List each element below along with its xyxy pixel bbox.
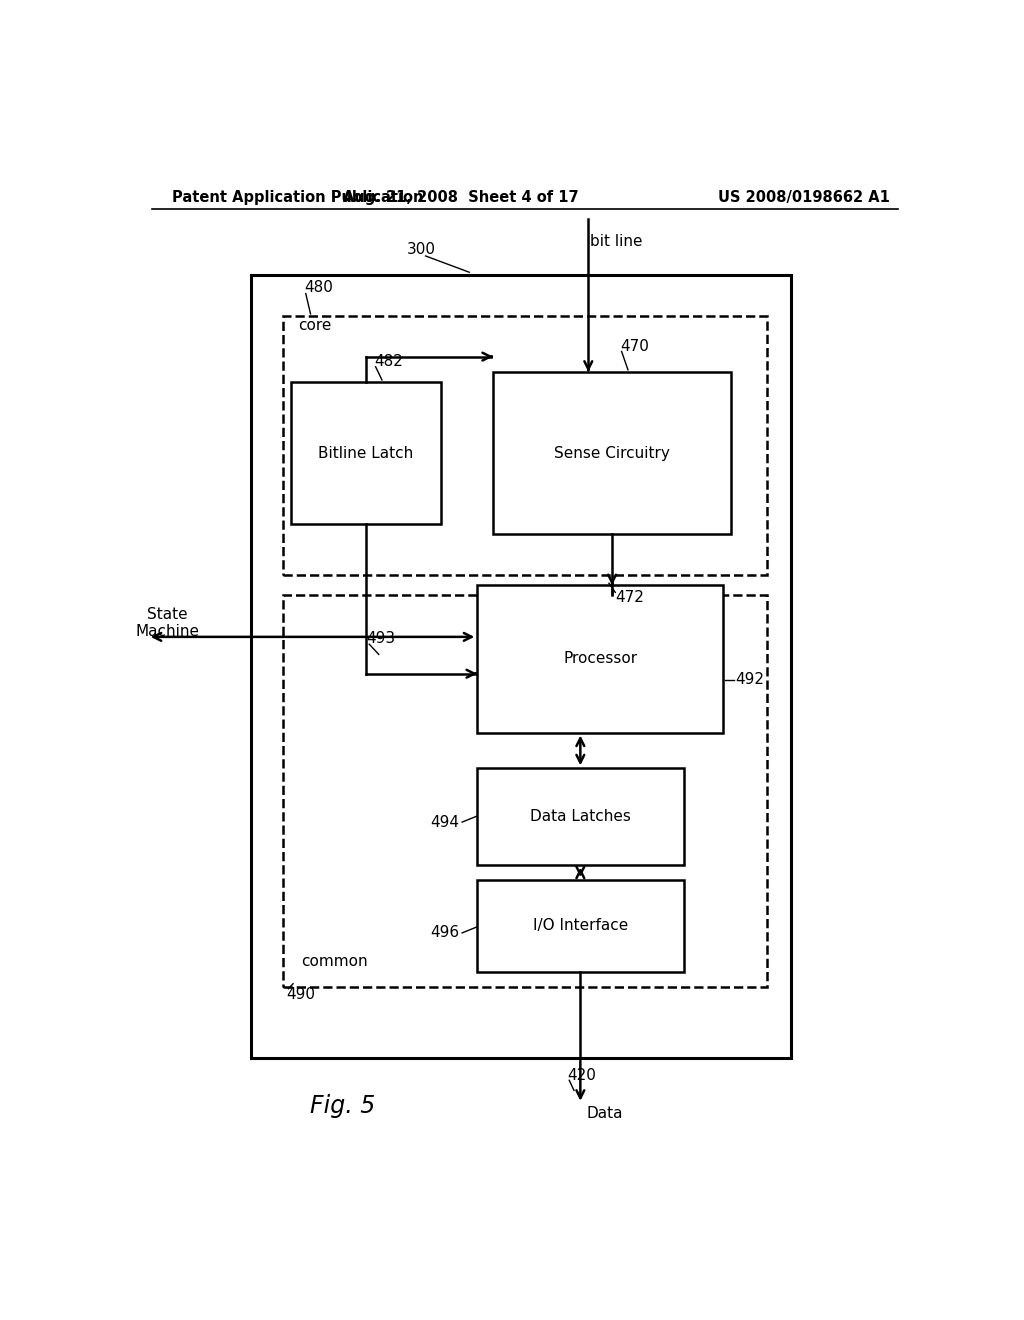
Text: 496: 496 <box>431 925 460 940</box>
Text: 490: 490 <box>287 987 315 1002</box>
Text: Aug. 21, 2008  Sheet 4 of 17: Aug. 21, 2008 Sheet 4 of 17 <box>343 190 580 205</box>
Bar <box>283 595 767 987</box>
Text: US 2008/0198662 A1: US 2008/0198662 A1 <box>718 190 890 205</box>
Text: 472: 472 <box>615 590 644 605</box>
Bar <box>477 768 684 865</box>
Bar <box>477 880 684 972</box>
Text: 470: 470 <box>620 339 649 354</box>
Bar <box>291 381 441 524</box>
Text: Bitline Latch: Bitline Latch <box>318 446 414 461</box>
Text: bit line: bit line <box>590 234 642 249</box>
Text: I/O Interface: I/O Interface <box>532 919 628 933</box>
Bar <box>494 372 731 535</box>
Text: 482: 482 <box>374 354 402 370</box>
Text: 493: 493 <box>367 631 395 645</box>
Text: Data Latches: Data Latches <box>529 809 631 824</box>
Text: Data: Data <box>587 1106 624 1121</box>
Text: common: common <box>301 954 368 969</box>
Text: Processor: Processor <box>563 652 637 667</box>
Text: 300: 300 <box>408 243 436 257</box>
Bar <box>283 315 767 576</box>
Text: 492: 492 <box>735 672 764 688</box>
Text: core: core <box>299 318 332 333</box>
Text: 480: 480 <box>304 280 333 294</box>
Text: 420: 420 <box>567 1068 597 1082</box>
Text: 494: 494 <box>431 814 460 829</box>
Text: Patent Application Publication: Patent Application Publication <box>172 190 423 205</box>
Text: Sense Circuitry: Sense Circuitry <box>554 446 670 461</box>
Bar <box>477 585 723 733</box>
Text: State
Machine: State Machine <box>135 607 200 639</box>
Text: Fig. 5: Fig. 5 <box>309 1094 375 1118</box>
Bar <box>251 276 791 1057</box>
